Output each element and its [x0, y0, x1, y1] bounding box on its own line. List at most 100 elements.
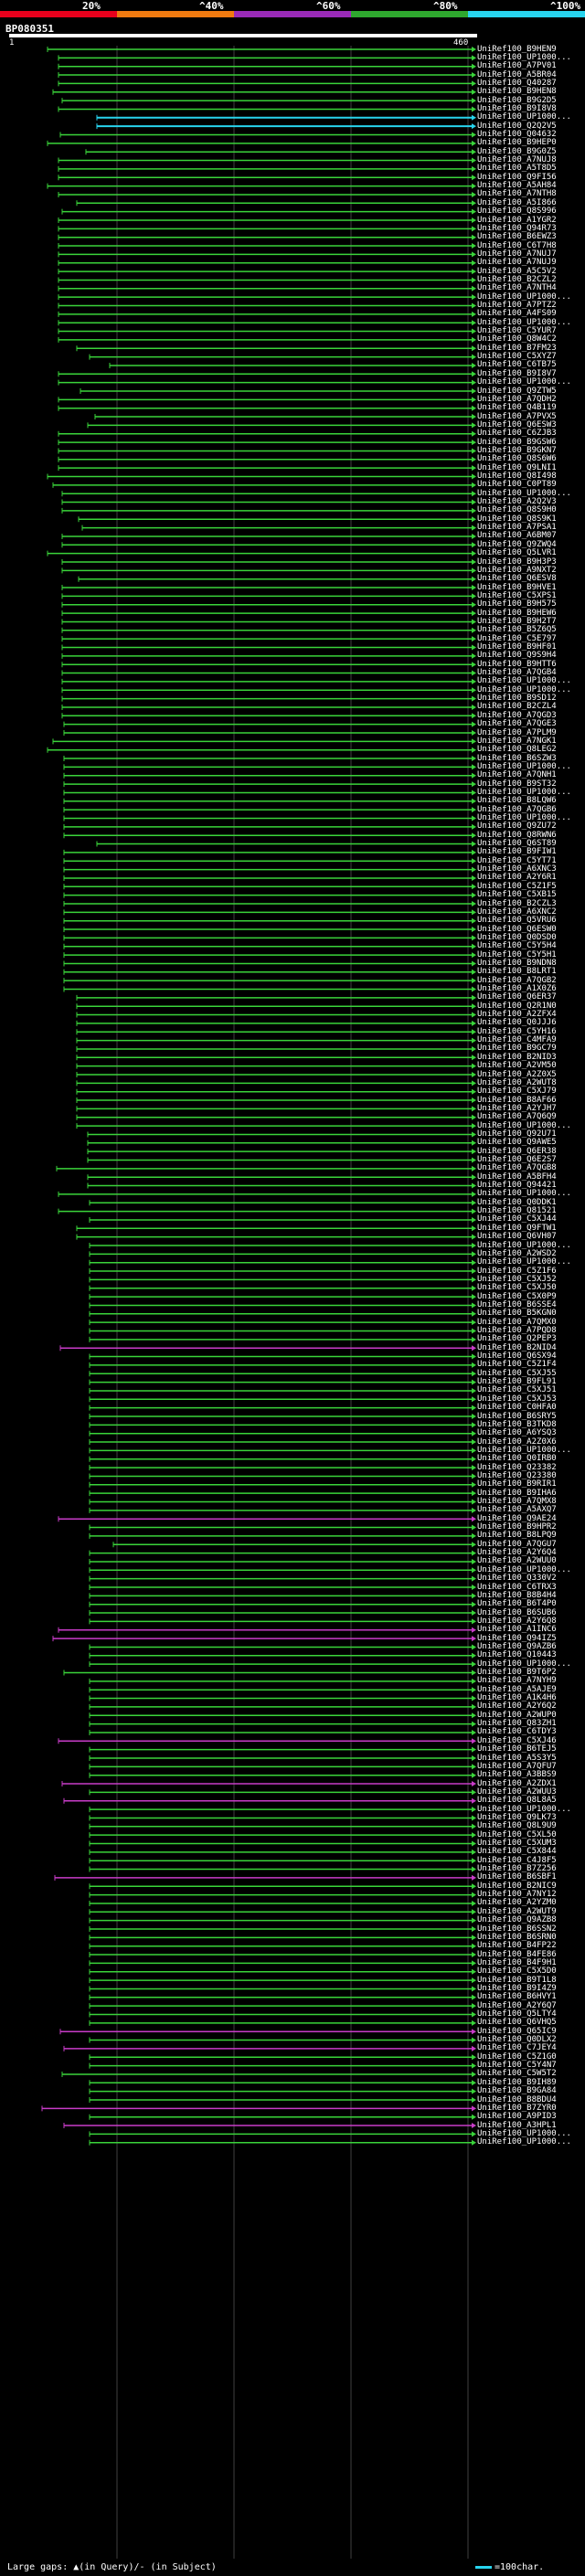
- hit-label[interactable]: UniRef100_C5XJ53: [477, 1394, 557, 1404]
- hit-label[interactable]: UniRef100_Q8L9U9: [477, 1821, 557, 1831]
- hit-label[interactable]: UniRef100_Q4B119: [477, 403, 557, 413]
- hit-label[interactable]: UniRef100_Q40287: [477, 78, 557, 88]
- hit-label[interactable]: UniRef100_UP1000...: [477, 377, 571, 387]
- hit-label[interactable]: UniRef100_A7NUJ9: [477, 258, 557, 268]
- hit-label[interactable]: UniRef100_B9HEW6: [477, 608, 557, 618]
- hit-label[interactable]: UniRef100_Q8W4C2: [477, 334, 557, 345]
- hit-label[interactable]: UniRef100_B9SD12: [477, 694, 557, 704]
- hit-label[interactable]: UniRef100_A2WSD2: [477, 1248, 557, 1258]
- hit-label[interactable]: UniRef100_UP1000...: [477, 1445, 571, 1455]
- hit-label[interactable]: UniRef100_B5KGN0: [477, 1309, 557, 1319]
- hit-label[interactable]: UniRef100_B9FL91: [477, 1377, 557, 1387]
- hit-label[interactable]: UniRef100_Q5LTY4: [477, 2009, 557, 2019]
- hit-label[interactable]: UniRef100_A6YSQ3: [477, 1428, 557, 1438]
- hit-label[interactable]: UniRef100_C5Z1G0: [477, 2051, 557, 2062]
- hit-label[interactable]: UniRef100_B9HPR2: [477, 1522, 557, 1532]
- hit-label[interactable]: UniRef100_B9G0Z5: [477, 146, 557, 156]
- hit-label[interactable]: UniRef100_A1YGR2: [477, 215, 557, 225]
- hit-label[interactable]: UniRef100_Q94421: [477, 1181, 557, 1191]
- hit-label[interactable]: UniRef100_B9I4Z9: [477, 1983, 557, 1993]
- hit-label[interactable]: UniRef100_Q9FI56: [477, 172, 557, 182]
- hit-label[interactable]: UniRef100_B9HF01: [477, 642, 557, 652]
- hit-label[interactable]: UniRef100_A5BR04: [477, 69, 557, 80]
- hit-label[interactable]: UniRef100_C5Y5H1: [477, 949, 557, 959]
- hit-label[interactable]: UniRef100_Q8S9K1: [477, 514, 557, 524]
- hit-label[interactable]: UniRef100_C5Y5H4: [477, 941, 557, 951]
- hit-label[interactable]: UniRef100_A2YJH7: [477, 1103, 557, 1113]
- hit-label[interactable]: UniRef100_A6XNC3: [477, 864, 557, 875]
- hit-label[interactable]: UniRef100_C5YT71: [477, 855, 557, 865]
- hit-label[interactable]: UniRef100_C5YH16: [477, 1026, 557, 1036]
- hit-label[interactable]: UniRef100_B8B4H4: [477, 1590, 557, 1600]
- hit-label[interactable]: UniRef100_Q0DDK1: [477, 1197, 557, 1207]
- hit-label[interactable]: UniRef100_C5XJ51: [477, 1385, 557, 1395]
- hit-label[interactable]: UniRef100_C5X0P9: [477, 1291, 557, 1301]
- hit-label[interactable]: UniRef100_A7Q6Q9: [477, 1112, 557, 1122]
- hit-label[interactable]: UniRef100_C4MFA9: [477, 1035, 557, 1045]
- hit-label[interactable]: UniRef100_B9T6P2: [477, 1668, 557, 1677]
- hit-label[interactable]: UniRef100_B9T1L8: [477, 1975, 557, 1985]
- hit-label[interactable]: UniRef100_B2CZL3: [477, 898, 557, 908]
- hit-label[interactable]: UniRef100_Q6VH07: [477, 1232, 557, 1242]
- hit-label[interactable]: UniRef100_A5AXQ7: [477, 1505, 557, 1515]
- hit-label[interactable]: UniRef100_Q0JJJ6: [477, 1018, 557, 1028]
- hit-label[interactable]: UniRef100_Q8RWN6: [477, 830, 557, 840]
- hit-label[interactable]: UniRef100_A7QGB4: [477, 668, 557, 678]
- hit-label[interactable]: UniRef100_A1K4H6: [477, 1693, 557, 1703]
- hit-label[interactable]: UniRef100_C5Z1F5: [477, 881, 557, 891]
- hit-label[interactable]: UniRef100_A7NTH8: [477, 189, 557, 199]
- hit-label[interactable]: UniRef100_A7QFU7: [477, 1761, 557, 1771]
- hit-label[interactable]: UniRef100_Q2PEP3: [477, 1334, 557, 1344]
- hit-label[interactable]: UniRef100_B9I8V8: [477, 103, 557, 113]
- hit-label[interactable]: UniRef100_A2Y6Q8: [477, 1616, 557, 1626]
- hit-label[interactable]: UniRef100_A7PSA1: [477, 523, 557, 533]
- hit-label[interactable]: UniRef100_B9H3P3: [477, 557, 557, 567]
- hit-label[interactable]: UniRef100_A4FS09: [477, 309, 557, 319]
- hit-label[interactable]: UniRef100_Q8S6W6: [477, 454, 557, 464]
- hit-label[interactable]: UniRef100_A2Z0X6: [477, 1436, 557, 1447]
- hit-label[interactable]: UniRef100_C5E797: [477, 633, 557, 643]
- hit-label[interactable]: UniRef100_B6SRY5: [477, 1411, 557, 1421]
- hit-label[interactable]: UniRef100_Q83ZH1: [477, 1719, 557, 1729]
- hit-label[interactable]: UniRef100_Q6E2S7: [477, 1155, 557, 1164]
- hit-label[interactable]: UniRef100_B9H2T7: [477, 616, 557, 626]
- hit-label[interactable]: UniRef100_Q92U71: [477, 1129, 557, 1139]
- hit-label[interactable]: UniRef100_Q5VRU6: [477, 916, 557, 926]
- hit-label[interactable]: UniRef100_UP1000...: [477, 1189, 571, 1199]
- hit-label[interactable]: UniRef100_Q8L8A5: [477, 1796, 557, 1806]
- hit-label[interactable]: UniRef100_A6BM07: [477, 531, 557, 541]
- hit-label[interactable]: UniRef100_B9GKN7: [477, 445, 557, 455]
- hit-label[interactable]: UniRef100_B9NDN8: [477, 958, 557, 968]
- hit-label[interactable]: UniRef100_C5XJ50: [477, 1283, 557, 1293]
- hit-label[interactable]: UniRef100_UP1000...: [477, 684, 571, 694]
- hit-label[interactable]: UniRef100_B8LRT1: [477, 967, 557, 977]
- hit-label[interactable]: UniRef100_B9G2D5: [477, 95, 557, 105]
- hit-label[interactable]: UniRef100_B9HEN9: [477, 44, 557, 54]
- hit-label[interactable]: UniRef100_B9IHA6: [477, 1488, 557, 1498]
- hit-label[interactable]: UniRef100_A7PQD8: [477, 1326, 557, 1335]
- hit-label[interactable]: UniRef100_A5AJE9: [477, 1684, 557, 1694]
- hit-label[interactable]: UniRef100_B9GA84: [477, 2086, 557, 2096]
- hit-label[interactable]: UniRef100_UP1000...: [477, 2137, 571, 2147]
- hit-label[interactable]: UniRef100_UP1000...: [477, 1257, 571, 1267]
- hit-label[interactable]: UniRef100_B9GSW6: [477, 437, 557, 447]
- hit-label[interactable]: UniRef100_UP1000...: [477, 1659, 571, 1669]
- hit-label[interactable]: UniRef100_Q94IZ5: [477, 1633, 557, 1643]
- hit-label[interactable]: UniRef100_C0PT89: [477, 480, 557, 490]
- hit-label[interactable]: UniRef100_B8BDU4: [477, 2094, 557, 2104]
- hit-label[interactable]: UniRef100_B9IH89: [477, 2077, 557, 2087]
- hit-label[interactable]: UniRef100_Q2R1N0: [477, 1001, 557, 1011]
- hit-label[interactable]: UniRef100_Q10443: [477, 1650, 557, 1660]
- hit-label[interactable]: UniRef100_Q330V2: [477, 1574, 557, 1584]
- hit-label[interactable]: UniRef100_A7NGK1: [477, 736, 557, 746]
- hit-label[interactable]: UniRef100_B2CZL4: [477, 702, 557, 712]
- hit-label[interactable]: UniRef100_A7NUJ8: [477, 155, 557, 165]
- hit-label[interactable]: UniRef100_Q9ZU72: [477, 822, 557, 832]
- hit-label[interactable]: UniRef100_Q6ESW3: [477, 419, 557, 429]
- hit-label[interactable]: UniRef100_Q9AZB8: [477, 1915, 557, 1925]
- hit-label[interactable]: UniRef100_B6SBF1: [477, 1872, 557, 1882]
- hit-label[interactable]: UniRef100_B4F9H1: [477, 1957, 557, 1967]
- hit-label[interactable]: UniRef100_B6HVY1: [477, 1992, 557, 2002]
- hit-label[interactable]: UniRef100_A7QDH2: [477, 394, 557, 404]
- hit-label[interactable]: UniRef100_B6T4P0: [477, 1599, 557, 1609]
